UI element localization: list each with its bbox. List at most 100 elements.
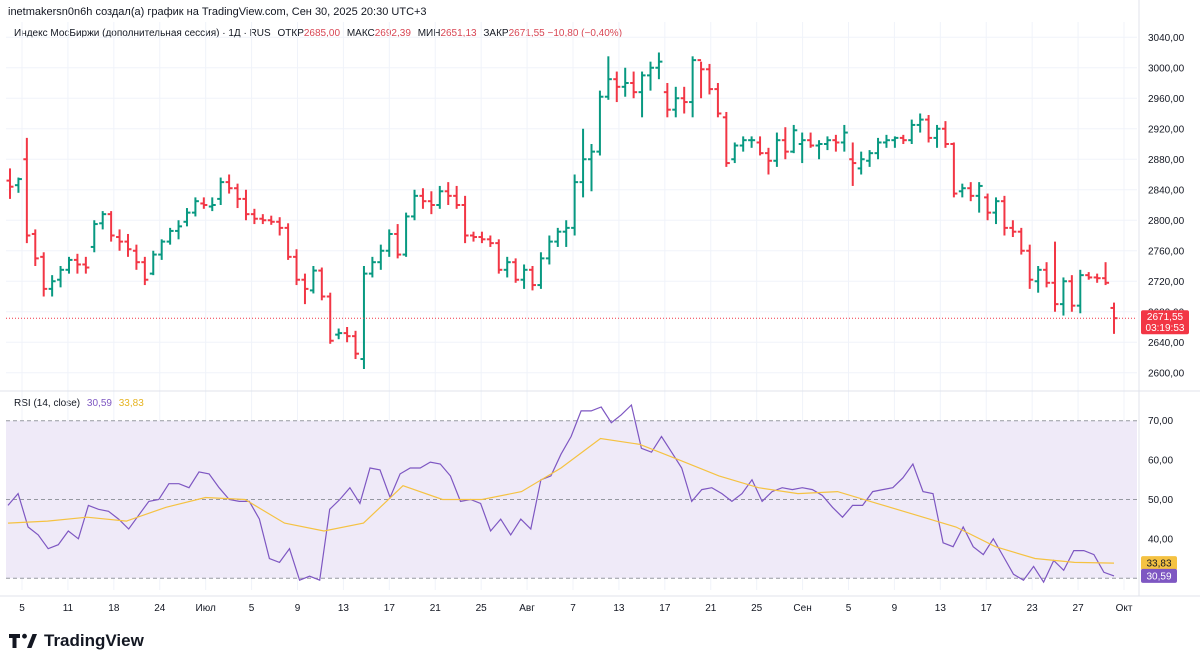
ohlc-bar [486, 235, 494, 247]
ohlc-bar [82, 256, 90, 274]
ohlc-bar [1085, 272, 1093, 280]
ohlc-bar [1102, 262, 1110, 286]
ohlc-bar [385, 229, 393, 257]
ohlc-bar [832, 134, 840, 152]
ohlc-bar [31, 229, 39, 266]
ohlc-bar [630, 71, 638, 99]
ohlc-bar [166, 227, 174, 245]
ohlc-bar [1059, 277, 1067, 316]
ohlc-bar [57, 266, 65, 288]
ohlc-bar [99, 211, 107, 230]
ohlc-bar [756, 136, 764, 156]
ohlc-bar [638, 71, 646, 118]
ohlc-bar [183, 208, 191, 227]
x-tick-label: 18 [108, 603, 120, 614]
ohlc-bar [234, 183, 242, 209]
ohlc-bar [1026, 244, 1034, 289]
x-tick-label: Сен [793, 603, 811, 614]
ohlc-bar [882, 134, 890, 148]
rsi-ma-value: 33,83 [118, 398, 144, 409]
rsi-lines [7, 403, 1115, 584]
ohlc-bar [984, 193, 992, 221]
current-price-value: 2671,55 [1147, 312, 1184, 323]
ohlc-bar [916, 113, 924, 133]
ohlc-bar [225, 174, 233, 194]
ohlc-bar [545, 235, 553, 265]
ohlc-bar [14, 177, 22, 193]
ohlc-bar [503, 256, 511, 278]
ohlc-bar [554, 227, 562, 247]
ohlc-bar [941, 121, 949, 148]
ohlc-bar [267, 215, 275, 225]
rsi-tick-label: 40,00 [1148, 534, 1173, 545]
ohlc-bar [1000, 195, 1008, 236]
ohlc-bar [689, 56, 697, 118]
rsi-value: 30,59 [86, 398, 112, 409]
ohlc-bar [672, 86, 680, 118]
rsi-tick-label: 70,00 [1148, 416, 1173, 427]
ohlc-bar [242, 189, 250, 221]
ohlc-bar [427, 191, 435, 215]
bar-countdown: 03:19:53 [1146, 323, 1185, 334]
ohlc-bar [646, 61, 654, 91]
ohlc-bar [360, 266, 368, 369]
ohlc-bar [107, 211, 115, 242]
price-bars [6, 52, 1137, 369]
ohlc-bar [849, 142, 857, 186]
ohlc-bar [790, 124, 798, 154]
price-chart[interactable]: 2600,002640,002680,002720,002760,002800,… [0, 0, 1200, 620]
ohlc-bar [1043, 262, 1051, 288]
ohlc-bar [621, 67, 629, 97]
ohlc-bar [874, 137, 882, 160]
ohlc-bar [419, 188, 427, 209]
x-tick-label: 23 [1027, 603, 1039, 614]
ohlc-bar [764, 147, 772, 175]
price-tick-label: 2800,00 [1148, 216, 1185, 227]
symbol-title[interactable]: Индекс МосБиржи (дополнительная сессия) … [14, 28, 271, 39]
ohlc-bar [368, 256, 376, 278]
ohlc-bar [276, 217, 284, 236]
ohlc-bar [967, 182, 975, 202]
ohlc-bar [798, 132, 806, 164]
ohlc-bar [116, 229, 124, 251]
x-tick-label: Июл [196, 603, 216, 614]
ohlc-bar [823, 136, 831, 151]
x-tick-label: 13 [338, 603, 350, 614]
ohlc-bar [857, 151, 865, 175]
rsi-band-fill [6, 420, 1137, 579]
ohlc-bar [40, 252, 48, 297]
x-tick-label: 9 [295, 603, 301, 614]
ohlc-bar [470, 231, 478, 242]
high-label: МАКС [346, 28, 375, 39]
rsi-legend: RSI (14, close) 30,59 33,83 [14, 398, 144, 409]
ohlc-bar [537, 252, 545, 289]
ohlc-bar [512, 258, 520, 283]
ohlc-bar [90, 220, 98, 253]
ohlc-bar [1034, 266, 1042, 293]
ohlc-bar [908, 119, 916, 144]
rsi-label[interactable]: RSI (14, close) [14, 398, 81, 409]
ohlc-bar [217, 177, 225, 205]
ohlc-bar [1093, 273, 1101, 283]
svg-text:33,83: 33,83 [1146, 559, 1171, 570]
x-tick-label: 5 [846, 603, 852, 614]
ohlc-bar [781, 127, 789, 160]
ohlc-bar [453, 185, 461, 209]
tradingview-logo[interactable]: TradingView [8, 631, 144, 651]
close-label: ЗАКР [483, 28, 509, 39]
ohlc-bar [815, 140, 823, 160]
tradingview-logo-icon [9, 633, 37, 648]
ohlc-bar [158, 239, 166, 260]
ohlc-bar [722, 111, 730, 167]
ohlc-bar [992, 197, 1000, 225]
price-tick-label: 3000,00 [1148, 63, 1185, 74]
ohlc-bar [613, 71, 621, 103]
x-tick-label: 13 [935, 603, 947, 614]
rsi-tick-label: 50,00 [1148, 495, 1173, 506]
open-label: ОТКР [277, 28, 304, 39]
price-tick-label: 3040,00 [1148, 33, 1185, 44]
ohlc-bar [436, 185, 444, 209]
ohlc-bar [571, 174, 579, 236]
ohlc-bar [132, 244, 140, 270]
